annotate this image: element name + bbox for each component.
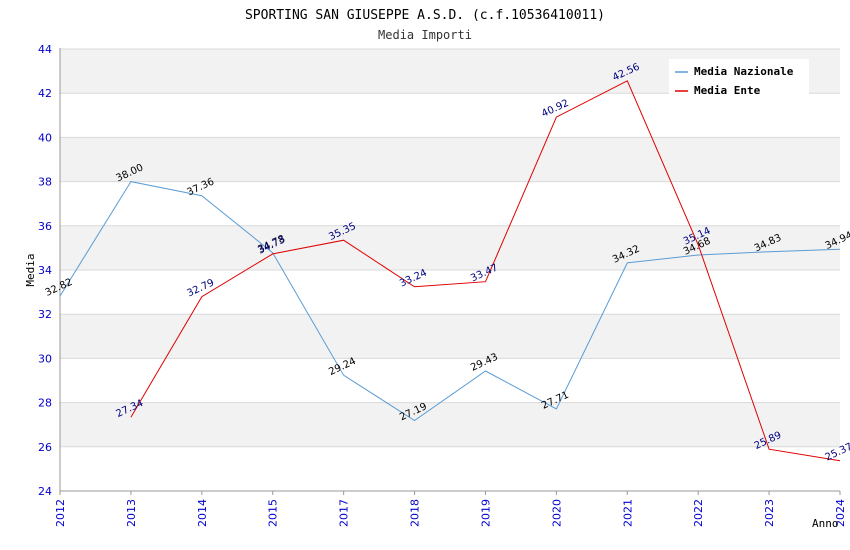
x-tick-label: 2023 bbox=[763, 499, 776, 527]
x-tick-label: 2022 bbox=[692, 499, 705, 527]
y-axis-ticks: 24 26 28 30 32 34 36 38 40 42 44 bbox=[38, 43, 52, 498]
y-tick-label: 34 bbox=[38, 264, 52, 277]
y-tick-label: 28 bbox=[38, 397, 52, 410]
data-label-ente: 40.92 bbox=[540, 98, 571, 120]
series-group bbox=[59, 80, 841, 462]
y-tick-label: 32 bbox=[38, 308, 52, 321]
y-axis-label: Media bbox=[24, 253, 37, 286]
x-axis-label: Anno bbox=[812, 517, 839, 530]
x-tick-label: 2015 bbox=[267, 499, 280, 527]
y-tick-label: 30 bbox=[38, 352, 52, 365]
x-axis-ticks: 2012 2013 2014 2015 2017 2018 2019 2020 2021 2022… bbox=[54, 491, 847, 527]
x-tick-label: 2013 bbox=[125, 499, 138, 527]
x-tick-label: 2018 bbox=[409, 499, 422, 527]
series-line-nazionale bbox=[59, 181, 841, 422]
legend-label-ente: Media Ente bbox=[694, 84, 761, 97]
x-tick-label: 2021 bbox=[621, 499, 634, 527]
data-label-nazionale: 29.24 bbox=[327, 356, 358, 378]
y-tick-label: 40 bbox=[38, 131, 52, 144]
grid-band bbox=[60, 225, 840, 270]
y-tick-label: 24 bbox=[38, 485, 52, 498]
data-label-ente: 32.79 bbox=[185, 277, 216, 299]
y-tick-label: 26 bbox=[38, 441, 52, 454]
x-tick-label: 2017 bbox=[338, 499, 351, 527]
chart-title: SPORTING SAN GIUSEPPE A.S.D. (c.f.105364… bbox=[245, 8, 605, 23]
legend-label-nazionale: Media Nazionale bbox=[694, 65, 794, 78]
grid-band bbox=[60, 137, 840, 182]
y-tick-label: 36 bbox=[38, 220, 52, 233]
x-tick-label: 2019 bbox=[479, 499, 492, 527]
series-line-ente bbox=[130, 80, 841, 462]
y-tick-label: 38 bbox=[38, 176, 52, 189]
x-tick-label: 2014 bbox=[196, 499, 209, 527]
x-tick-label: 2012 bbox=[54, 499, 67, 527]
chart-subtitle: Media Importi bbox=[378, 28, 472, 42]
grid-band bbox=[60, 314, 840, 359]
legend-box bbox=[669, 59, 809, 97]
data-label-nazionale: 32.82 bbox=[44, 277, 75, 299]
grid-bands bbox=[60, 49, 840, 447]
x-tick-label: 2024 bbox=[834, 499, 847, 527]
grid-band bbox=[60, 402, 840, 447]
y-tick-label: 44 bbox=[38, 43, 52, 56]
x-tick-label: 2020 bbox=[550, 499, 563, 527]
legend: Media Nazionale Media Ente bbox=[669, 59, 809, 97]
y-tick-label: 42 bbox=[38, 87, 52, 100]
